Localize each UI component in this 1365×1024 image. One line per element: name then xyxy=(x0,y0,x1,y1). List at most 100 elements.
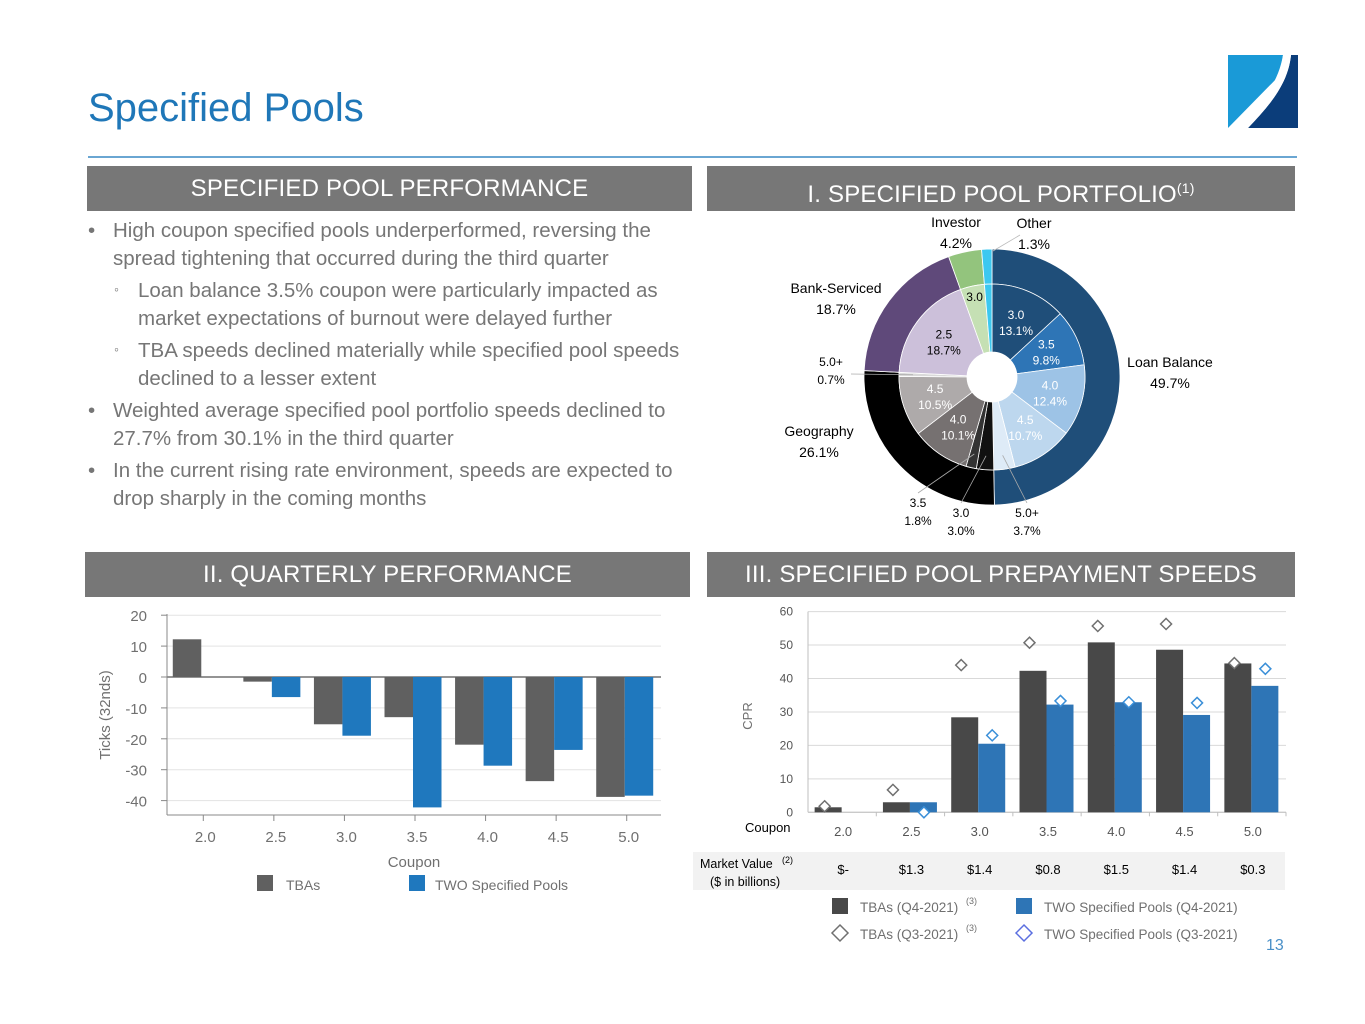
bar-tba-q4 xyxy=(814,807,842,813)
bullet-text: In the current rising rate environment, … xyxy=(113,459,673,510)
quarterly-performance-chart: 20 10 0 -10 -20 -30 -40 2.0 2.5 3.0 3.5 4.0 4.5 5.0 Co… xyxy=(97,608,661,893)
y-tick-label: 10 xyxy=(780,772,794,786)
outer-slice-value: 49.7% xyxy=(1150,375,1190,391)
y-tick-label: 60 xyxy=(780,605,794,619)
bullet-text: Loan balance 3.5% coupon were particular… xyxy=(138,279,658,330)
category-axis-title: Coupon xyxy=(745,820,791,835)
inner-slice-value: 10.7% xyxy=(1008,429,1042,443)
y-tick-label: 50 xyxy=(780,638,794,652)
x-tick-label: 5.0 xyxy=(1244,824,1262,839)
bullet-item: • Weighted average specified pool portfol… xyxy=(88,397,698,452)
inner-slice-value: 3.7% xyxy=(1013,524,1041,538)
leader-line xyxy=(917,453,975,494)
market-value-label: Market Value xyxy=(700,857,773,871)
x-tick-label: 3.5 xyxy=(407,829,428,846)
marker-two-q3 xyxy=(917,805,931,819)
inner-slice-value: 10.5% xyxy=(918,398,952,412)
market-value-sublabel: ($ in billions) xyxy=(710,875,780,889)
outer-slice-label: Loan Balance xyxy=(1127,354,1213,370)
bar-two xyxy=(483,677,513,766)
x-tick-label: 2.0 xyxy=(195,829,216,846)
market-value: $0.8 xyxy=(1035,862,1060,877)
inner-slice-label: 4.0 xyxy=(1042,378,1059,392)
bar-tba-q4 xyxy=(1019,670,1047,813)
sub-bullet-item: ◦ TBA speeds declined materially while sp… xyxy=(88,337,698,392)
marker-tba-q3 xyxy=(1227,656,1241,670)
outer-slice-value: 26.1% xyxy=(799,444,839,460)
x-tick-label: 2.5 xyxy=(265,829,286,846)
inner-slice-value: 13.1% xyxy=(999,324,1033,338)
bar-tba xyxy=(243,677,272,682)
inner-slice-value: 0.7% xyxy=(817,373,845,387)
inner-slice-value: 1.8% xyxy=(904,514,932,528)
footnote-marker: (1) xyxy=(1176,180,1195,196)
bar-two xyxy=(271,677,301,698)
marker-tba-q3 xyxy=(886,783,900,797)
bar-tba xyxy=(384,677,413,718)
y-axis-title: Ticks (32nds) xyxy=(97,670,114,759)
inner-slice-value: 12.4% xyxy=(1033,394,1067,408)
bullet-list: • High coupon specified pools underperfor… xyxy=(88,217,698,517)
y-tick-label: 10 xyxy=(130,639,147,656)
marker-two-q3 xyxy=(985,728,999,742)
bar-two-q4 xyxy=(1251,685,1279,813)
inner-slice-value: 18.7% xyxy=(927,343,961,357)
footnote-marker: (3) xyxy=(966,896,977,906)
bullet-text: Weighted average specified pool portfoli… xyxy=(113,399,666,450)
outer-slice-value: 1.3% xyxy=(1018,236,1050,252)
legend-swatch xyxy=(1016,898,1032,914)
outer-slice-label: Bank-Serviced xyxy=(790,280,881,296)
y-tick-label: -40 xyxy=(125,794,147,811)
outer-slice-label: Investor xyxy=(931,214,981,230)
market-value-band xyxy=(693,852,1285,890)
section-title: I. SPECIFIED POOL PORTFOLIO xyxy=(807,181,1177,208)
y-tick-label: 0 xyxy=(139,670,147,687)
section-header-speeds: III. SPECIFIED POOL PREPAYMENT SPEEDS xyxy=(707,552,1295,597)
x-tick-label: 4.0 xyxy=(1107,824,1125,839)
leader-line xyxy=(992,234,1021,252)
bullet-item: • High coupon specified pools underperfor… xyxy=(88,217,698,272)
outer-slice-value: 4.2% xyxy=(940,235,972,251)
bar-two-q4 xyxy=(1183,714,1211,813)
y-tick-label: 20 xyxy=(780,738,794,752)
bar-two-q4 xyxy=(978,743,1006,813)
company-logo-icon xyxy=(1228,55,1298,128)
bar-tba-q4 xyxy=(1224,663,1252,813)
outer-slice-label: Geography xyxy=(784,423,853,439)
bar-two xyxy=(413,677,442,808)
bar-two xyxy=(342,677,371,736)
bar-tba xyxy=(313,677,343,725)
legend-label: TBAs xyxy=(286,877,320,893)
inner-slice-value: 9.8% xyxy=(1033,353,1061,367)
legend-marker xyxy=(830,923,850,943)
market-value: $0.3 xyxy=(1240,862,1265,877)
inner-slice-value: 3.0% xyxy=(947,524,975,538)
y-tick-label: 20 xyxy=(130,608,147,625)
marker-two-q3 xyxy=(1053,694,1068,708)
inner-slice-label: 3.0 xyxy=(966,290,983,304)
inner-slice xyxy=(898,288,985,377)
inner-slice-label: 4.0 xyxy=(950,413,967,427)
inner-slice-label: 5.0+ xyxy=(819,355,843,369)
x-tick-label: 4.5 xyxy=(548,829,569,846)
y-tick-label: -10 xyxy=(125,701,147,718)
market-value: $1.4 xyxy=(967,862,992,877)
x-tick-label: 5.0 xyxy=(618,829,639,846)
bar-two xyxy=(554,677,583,750)
inner-slice-label: 3.5 xyxy=(910,496,927,510)
inner-slice-value: 10.1% xyxy=(941,429,975,443)
page-number: 13 xyxy=(1266,937,1284,954)
bullet-glyph: ◦ xyxy=(114,341,119,357)
y-tick-label: -20 xyxy=(125,732,147,749)
section-header-performance: SPECIFIED POOL PERFORMANCE xyxy=(87,166,692,211)
marker-tba-q3 xyxy=(1159,617,1173,631)
section-title: II. QUARTERLY PERFORMANCE xyxy=(202,561,573,588)
legend-label: TWO Specified Pools (Q4-2021) xyxy=(1044,900,1238,915)
y-tick-label: -30 xyxy=(125,763,147,780)
inner-slice-label: 4.5 xyxy=(1017,413,1034,427)
bar-two xyxy=(624,677,654,796)
sub-bullet-item: ◦ Loan balance 3.5% coupon were particula… xyxy=(88,277,698,332)
leader-line xyxy=(850,373,914,376)
x-tick-label: 4.5 xyxy=(1176,824,1194,839)
bar-tba-q4 xyxy=(951,717,979,813)
